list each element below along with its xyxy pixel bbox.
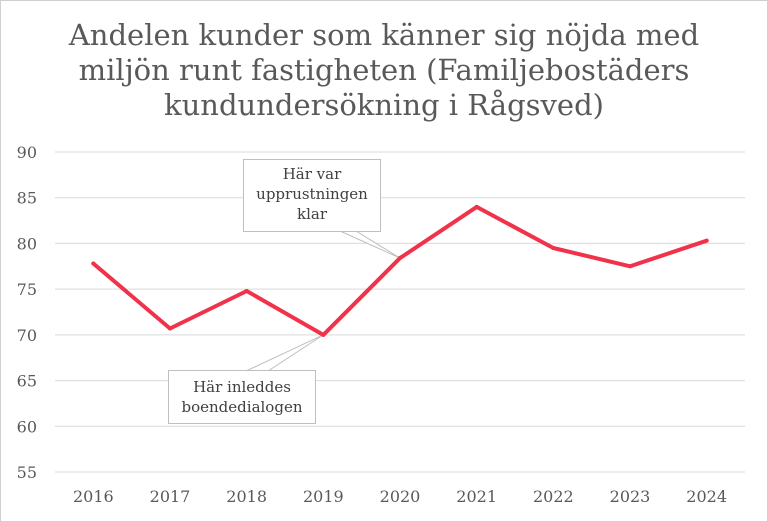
data-point <box>551 246 556 250</box>
data-point <box>474 204 479 209</box>
data-point <box>398 256 402 261</box>
annotation-line: Här var <box>282 165 342 183</box>
x-axis-ticks: 2016 2017 2018 2019 2020 2021 2022 2023 2024 <box>73 487 727 506</box>
x-tick-label: 2018 <box>226 487 267 506</box>
annotation-leader <box>245 334 324 372</box>
y-tick-label: 75 <box>17 280 37 299</box>
y-tick-label: 60 <box>17 417 37 436</box>
annotation-line: boendedialogen <box>181 398 303 416</box>
data-point <box>704 238 709 243</box>
x-tick-label: 2016 <box>73 487 114 506</box>
x-tick-label: 2017 <box>150 487 191 506</box>
annotation-upprustning: Här var upprustningen klar <box>243 159 381 232</box>
y-tick-label: 85 <box>17 189 37 208</box>
annotation-leaders <box>245 230 401 372</box>
data-point <box>321 332 326 337</box>
x-tick-label: 2019 <box>303 487 344 506</box>
data-point <box>168 326 172 331</box>
y-axis-ticks: 55 60 65 70 75 80 85 90 <box>17 143 37 482</box>
grid-lines <box>55 151 745 473</box>
x-tick-label: 2021 <box>456 487 497 506</box>
x-tick-label: 2022 <box>533 487 574 506</box>
annotation-line: upprustningen <box>256 185 368 203</box>
series-line <box>91 204 709 337</box>
x-tick-label: 2023 <box>610 487 651 506</box>
series-lines <box>91 204 709 337</box>
data-point <box>91 261 96 266</box>
data-point <box>244 288 249 293</box>
chart-title: Andelen kunder som känner sig nöjda med … <box>68 18 700 122</box>
x-tick-label: 2020 <box>380 487 421 506</box>
y-tick-label: 70 <box>17 326 37 345</box>
annotation-line: klar <box>297 205 327 223</box>
y-tick-label: 80 <box>17 234 37 253</box>
x-tick-label: 2024 <box>686 487 727 506</box>
y-tick-label: 55 <box>17 463 37 482</box>
annotation-line: Här inleddes <box>193 378 291 396</box>
annotation-boendedialog: Här inleddes boendedialogen <box>168 370 316 424</box>
annotation-leader <box>339 230 401 259</box>
y-tick-label: 90 <box>17 143 37 162</box>
data-point <box>628 264 632 269</box>
y-tick-label: 65 <box>17 372 37 391</box>
